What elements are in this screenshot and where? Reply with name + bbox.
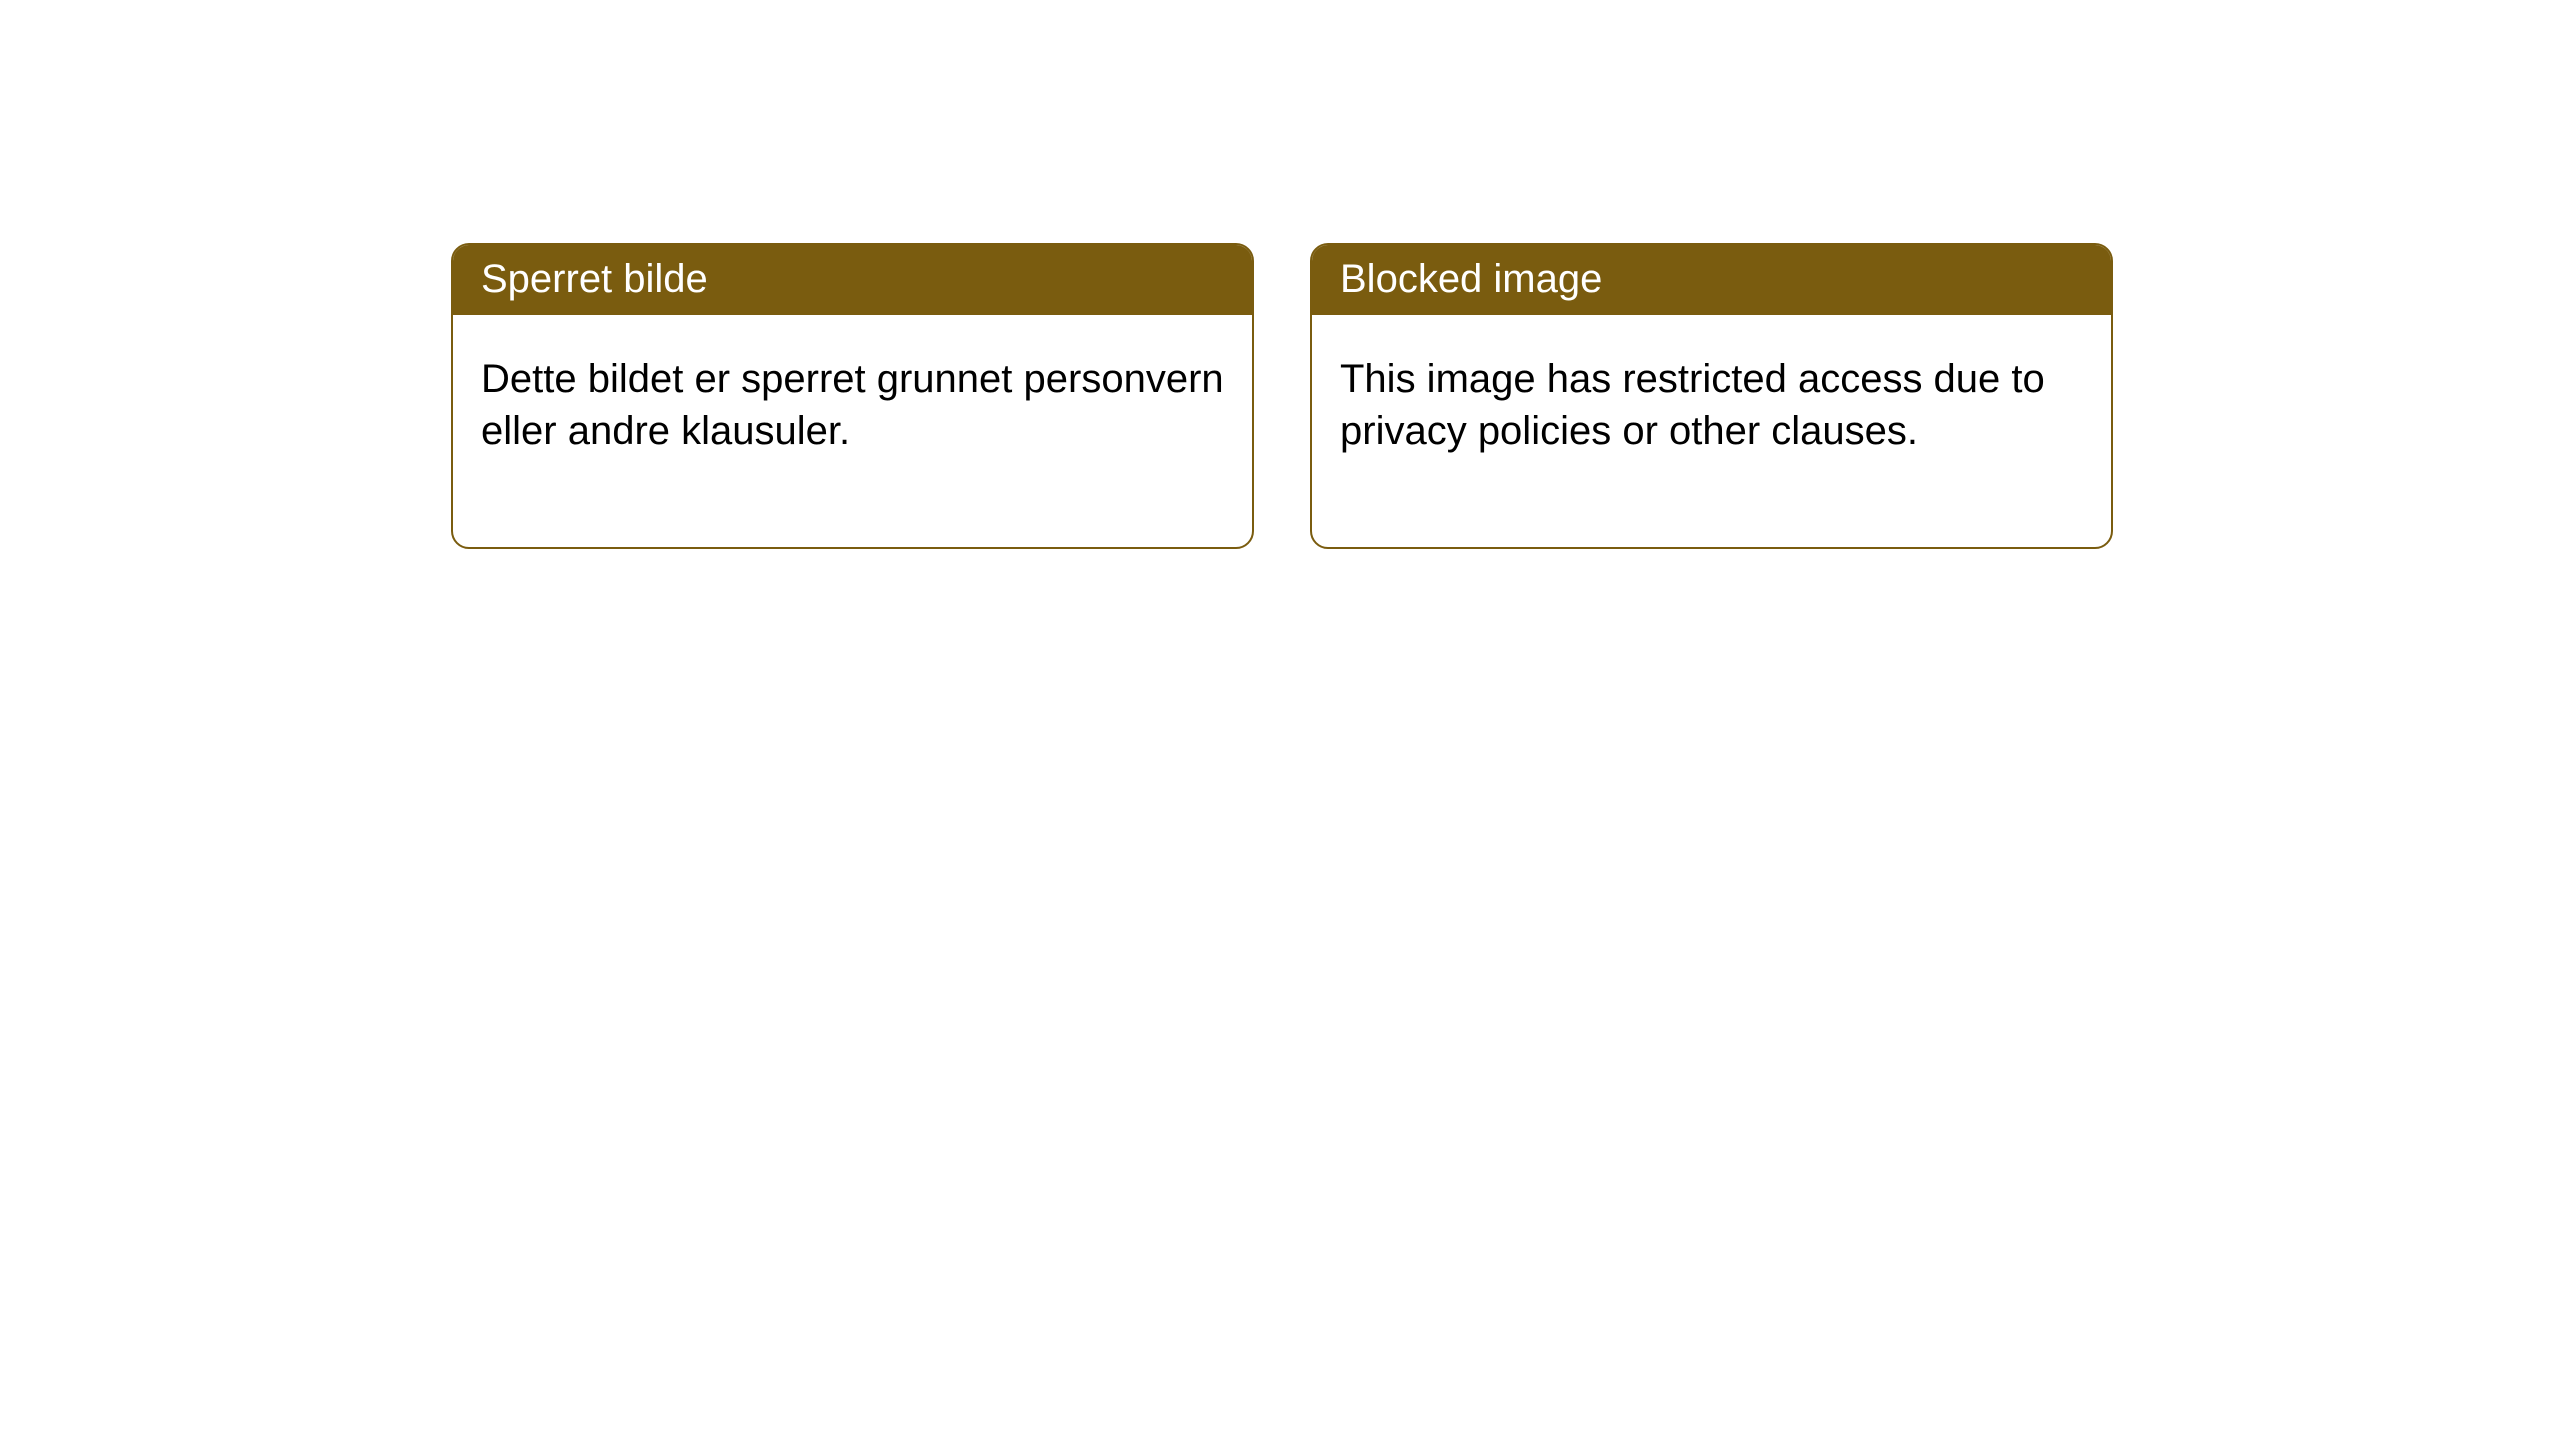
notice-title-english: Blocked image <box>1312 245 2111 315</box>
notice-card-norwegian: Sperret bilde Dette bildet er sperret gr… <box>451 243 1254 549</box>
notice-body-norwegian: Dette bildet er sperret grunnet personve… <box>453 315 1252 547</box>
notice-card-english: Blocked image This image has restricted … <box>1310 243 2113 549</box>
notice-title-norwegian: Sperret bilde <box>453 245 1252 315</box>
notice-body-english: This image has restricted access due to … <box>1312 315 2111 547</box>
notice-container: Sperret bilde Dette bildet er sperret gr… <box>0 0 2560 549</box>
